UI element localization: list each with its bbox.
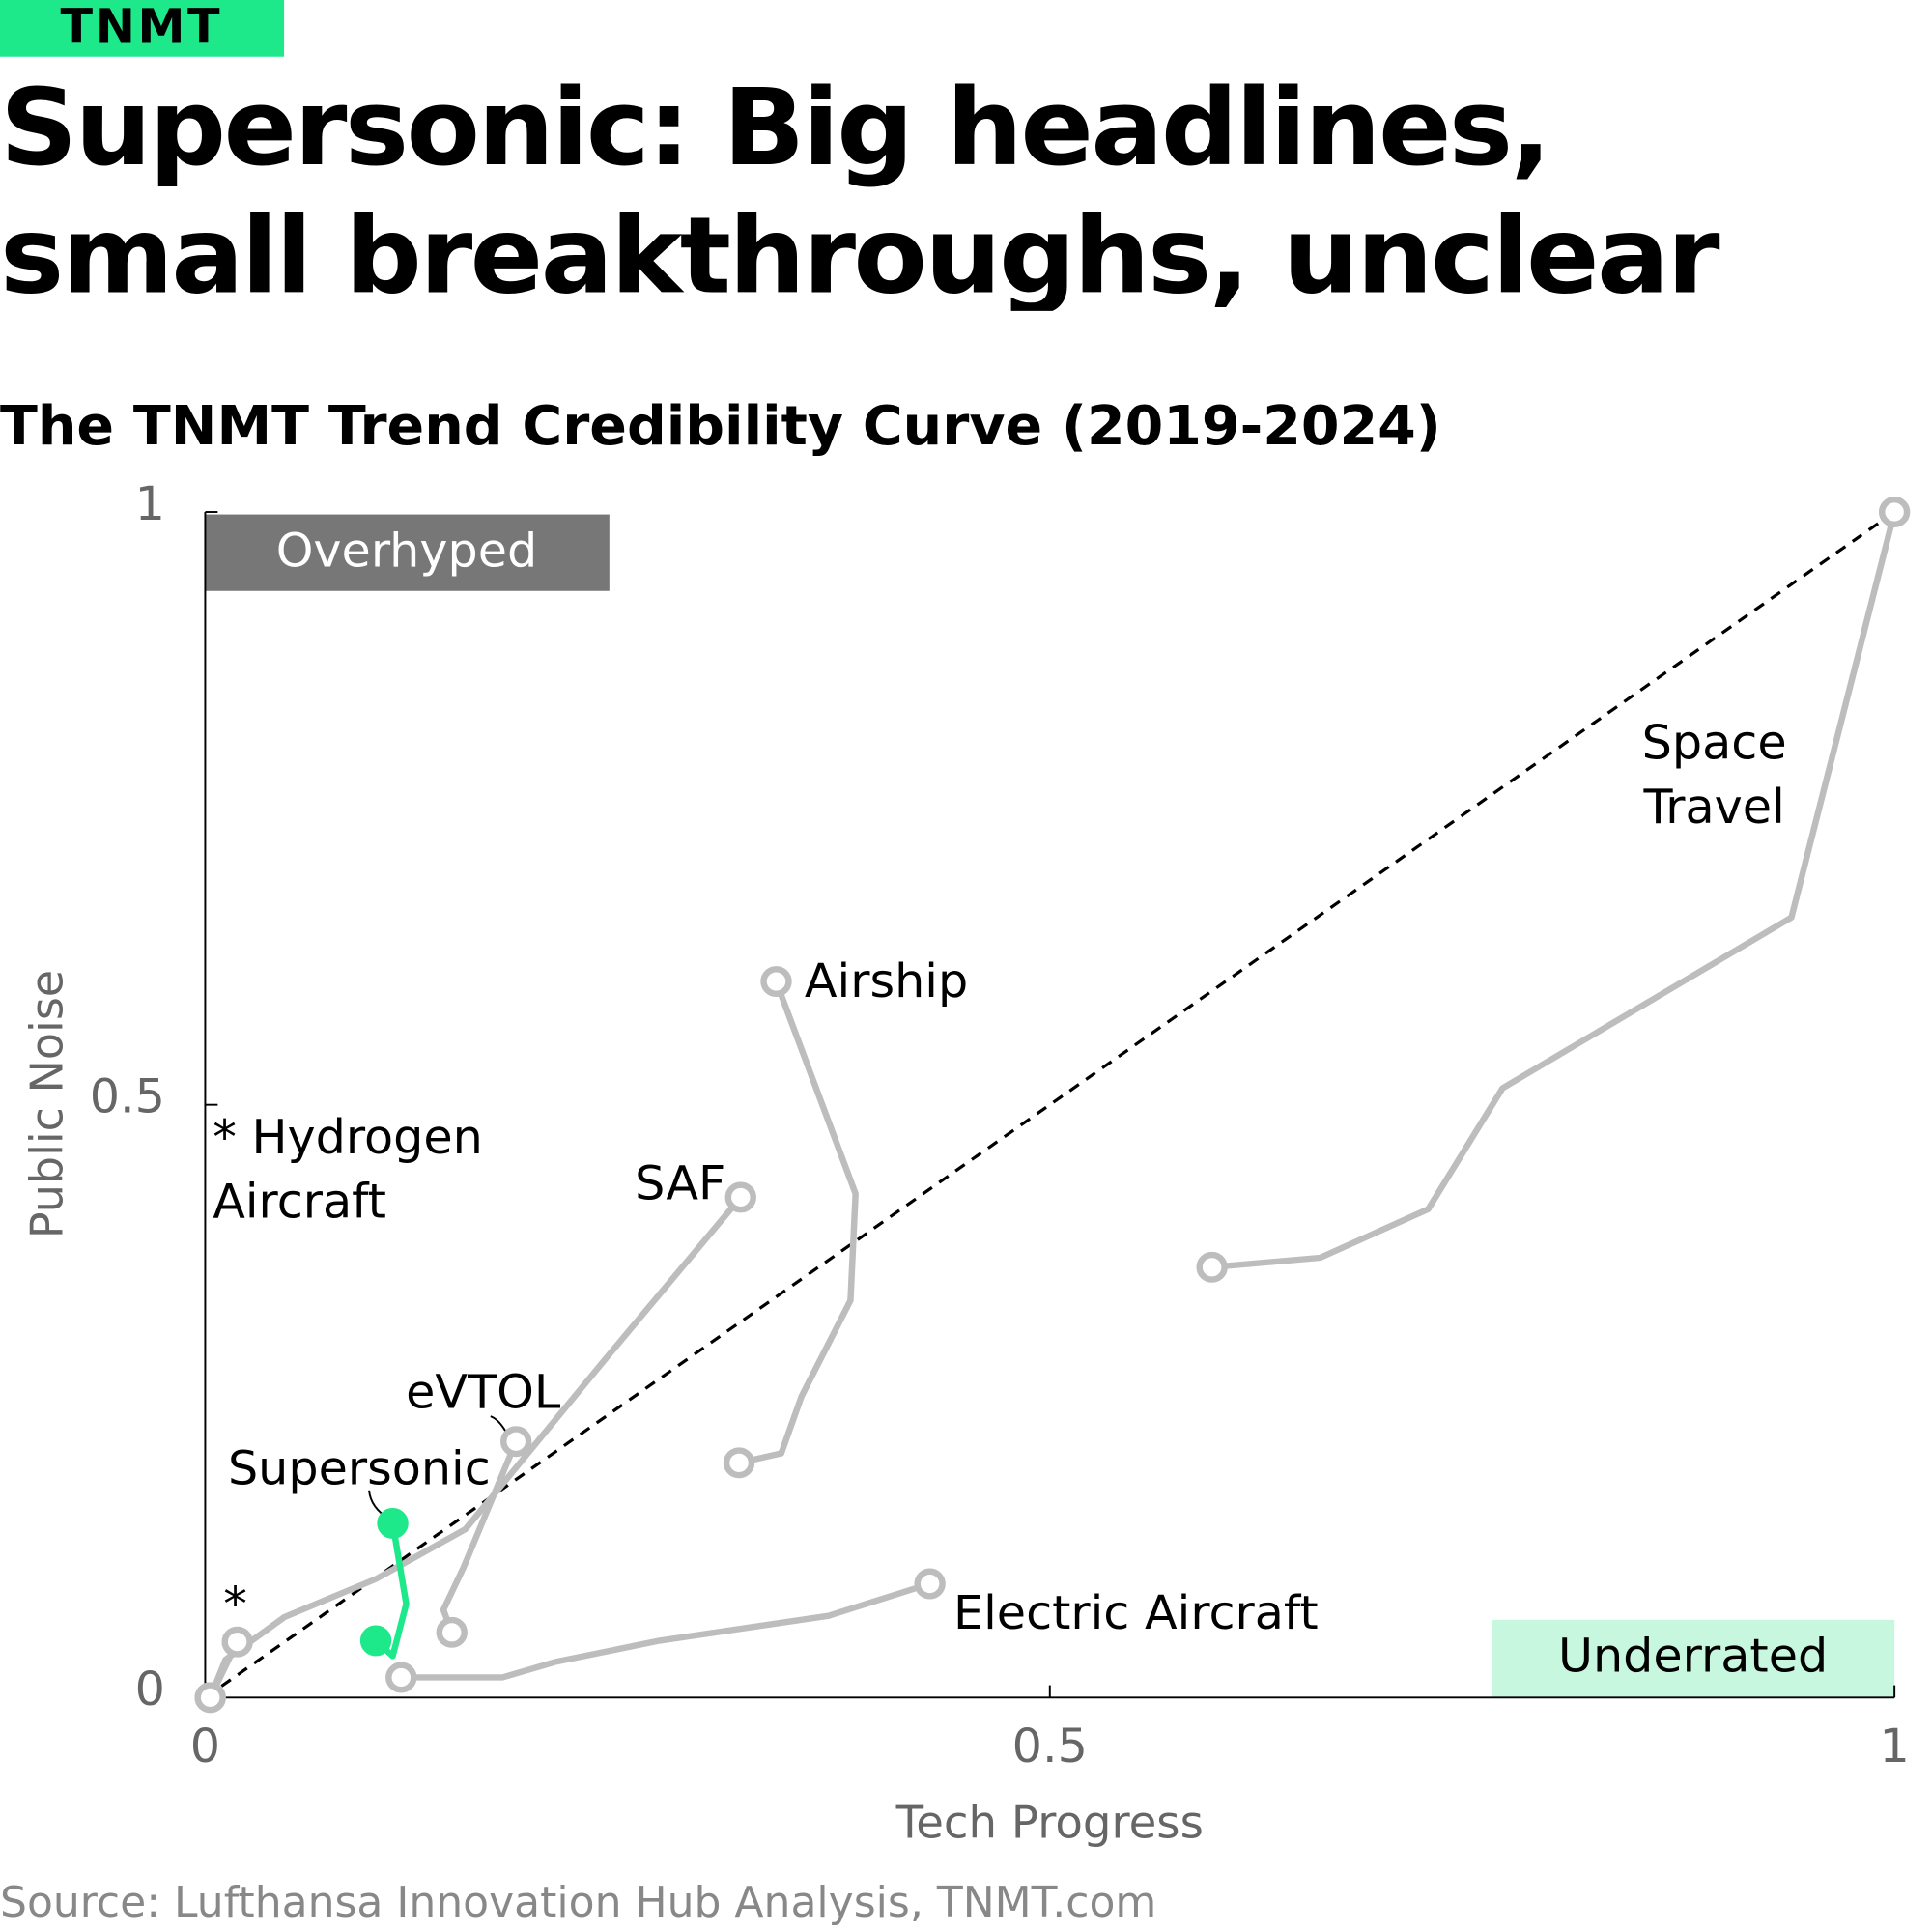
series-line (735, 978, 859, 1466)
y-tick-label: 1 (135, 476, 165, 531)
underrated-box (1492, 1619, 1895, 1698)
annotation: * Hydrogen Aircraft (213, 1110, 483, 1230)
series-marker (723, 1447, 755, 1479)
series-label: Space Travel (1641, 715, 1787, 835)
x-axis-label: Tech Progress (895, 1797, 1204, 1849)
overhyped-box (205, 514, 610, 591)
y-tick-label: 0.5 (90, 1069, 165, 1124)
series-label: Supersonic (228, 1441, 491, 1496)
series-marker (500, 1426, 532, 1458)
annotation: Overhyped (276, 524, 538, 579)
series-marker (760, 966, 792, 998)
series-label: Electric Aircraft (953, 1585, 1319, 1640)
series-marker (914, 1568, 946, 1600)
series-marker (1196, 1251, 1228, 1283)
x-tick-label: 0.5 (1012, 1719, 1088, 1774)
source: Source: Lufthansa Innovation Hub Analysi… (0, 1878, 1156, 1927)
x-tick-label: 1 (1879, 1719, 1909, 1774)
series-marker (359, 1625, 392, 1657)
series-label: SAF (635, 1156, 725, 1211)
logo-background (0, 0, 285, 57)
series-marker (1878, 497, 1911, 527)
series-label: Airship (805, 953, 968, 1009)
series-marker (221, 1626, 253, 1658)
series-marker (194, 1682, 226, 1714)
title: Supersonic: Big headlines, small breakth… (0, 66, 1720, 311)
series-label: * (223, 1577, 247, 1632)
series-label-box: Space Travel (1641, 715, 1787, 835)
series-marker (724, 1181, 756, 1213)
series-marker (436, 1616, 468, 1648)
subtitle: The TNMT Trend Credibility Curve (2019-2… (0, 394, 1441, 458)
series-line (1208, 508, 1898, 1271)
leader-line (490, 1415, 507, 1432)
series-line (398, 1580, 933, 1681)
series-marker (385, 1662, 417, 1693)
annotation: Underrated (1558, 1629, 1828, 1684)
title-box: Supersonic: Big headlines, small breakth… (0, 66, 1720, 311)
y-tick-label: 0 (135, 1662, 165, 1717)
y-axis-label: Public Noise (20, 970, 72, 1238)
logo: TNMT (61, 0, 223, 53)
annotation-box: * Hydrogen Aircraft (213, 1110, 483, 1230)
series-marker (377, 1507, 409, 1539)
series-label: eVTOL (406, 1365, 560, 1420)
x-tick-label: 0 (190, 1719, 220, 1774)
